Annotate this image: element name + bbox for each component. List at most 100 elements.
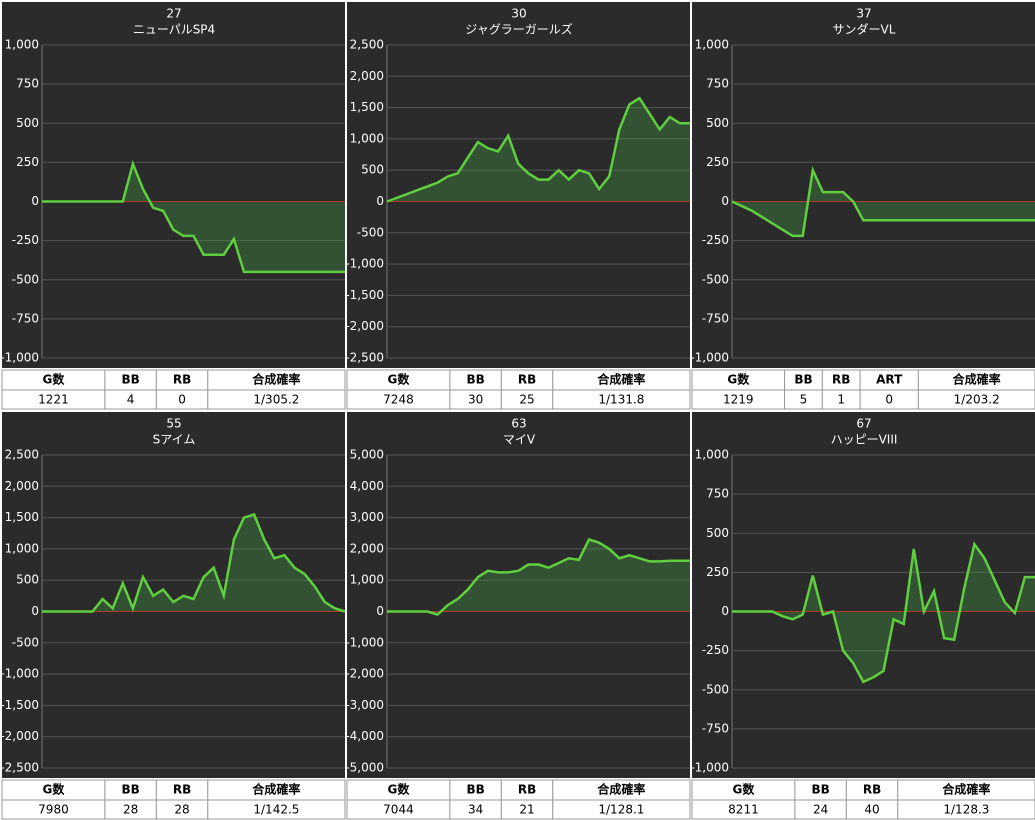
table-cell-box: [207, 389, 346, 410]
table-header: RB: [173, 783, 191, 797]
line: [732, 541, 1035, 684]
machine-name: ジャグラーガールズ: [465, 22, 572, 37]
panel-number: 37: [856, 7, 871, 21]
table-cell: 1/128.3: [943, 803, 989, 817]
table-header: 合成確率: [252, 372, 300, 387]
panel-number: 55: [166, 417, 181, 431]
y-tick-label: 500: [16, 116, 39, 130]
y-tick-label: 2,000: [350, 541, 384, 555]
table-header: G数: [733, 782, 756, 797]
table-header: 合成確率: [953, 372, 1001, 387]
y-tick-label: 250: [706, 565, 729, 579]
table-cell: 25: [519, 393, 534, 407]
y-tick-label: 750: [706, 77, 729, 91]
y-tick-label: -500: [12, 272, 39, 286]
y-tick-label: -2,500: [345, 351, 384, 365]
y-tick-label: 2,500: [350, 38, 384, 52]
y-tick-label: -2,000: [0, 729, 39, 743]
y-tick-label: -1,000: [690, 761, 729, 775]
table-header: RB: [863, 783, 881, 797]
line: [42, 160, 345, 274]
y-tick-label: 1,000: [5, 38, 39, 52]
y-tick-label: 2,000: [350, 69, 384, 83]
y-tick-label: 1,000: [695, 38, 729, 52]
y-tick-label: 0: [31, 604, 39, 618]
y-tick-label: -750: [702, 311, 729, 325]
panel: [347, 412, 690, 778]
y-tick-label: -3,000: [345, 698, 384, 712]
y-tick-label: 0: [376, 604, 384, 618]
y-tick-label: -250: [12, 233, 39, 247]
table-cell: 1/305.2: [253, 393, 299, 407]
table-cell: 1221: [38, 393, 69, 407]
table-cell: 0: [178, 393, 186, 407]
table-cell: 1/128.1: [598, 803, 644, 817]
table-header: BB: [121, 373, 139, 387]
y-tick-label: -1,000: [345, 635, 384, 649]
area: [387, 98, 690, 202]
table-header: RB: [832, 373, 850, 387]
line: [731, 165, 1035, 238]
y-tick-label: 250: [16, 155, 39, 169]
y-tick-label: 1,500: [350, 100, 384, 114]
table-cell: 1/142.5: [253, 803, 299, 817]
panel: [692, 412, 1035, 778]
table-header: G数: [727, 372, 750, 387]
y-tick-label: -750: [702, 721, 729, 735]
table-header: G数: [43, 782, 66, 797]
y-tick-label: -2,500: [0, 761, 39, 775]
y-tick-label: 1,000: [5, 541, 39, 555]
panel: [2, 2, 345, 368]
y-tick-label: 500: [706, 116, 729, 130]
panel: [2, 412, 345, 778]
y-tick-label: -500: [12, 635, 39, 649]
panel-number: 30: [511, 7, 526, 21]
panel: [692, 2, 1035, 368]
y-tick-label: 750: [16, 77, 39, 91]
y-tick-label: 2,000: [5, 479, 39, 493]
table-header: G数: [388, 782, 411, 797]
panel-number: 63: [511, 417, 526, 431]
table-header: RB: [173, 373, 191, 387]
table-cell: 8211: [728, 803, 759, 817]
table-cell: 1/131.8: [598, 393, 644, 407]
table-cell-box: [207, 799, 346, 820]
line: [387, 538, 690, 617]
y-tick-label: -500: [702, 272, 729, 286]
y-tick-label: 5,000: [350, 448, 384, 462]
y-tick-label: 750: [706, 487, 729, 501]
table-cell: 1219: [723, 393, 754, 407]
y-tick-label: 2,500: [5, 448, 39, 462]
y-tick-label: 250: [706, 155, 729, 169]
table-header: BB: [811, 783, 829, 797]
y-tick-label: -1,000: [345, 257, 384, 271]
area: [42, 163, 345, 272]
table-cell-box: [552, 799, 691, 820]
y-tick-label: -2,000: [345, 667, 384, 681]
y-tick-label: -1,500: [345, 288, 384, 302]
machine-name: ニューパルSP4: [133, 23, 215, 37]
y-tick-label: 1,000: [350, 573, 384, 587]
table-header: BB: [121, 783, 139, 797]
table-header: RB: [518, 373, 536, 387]
table-header: 合成確率: [597, 372, 645, 387]
machine-name: ハッピーVIII: [831, 433, 898, 447]
table-cell: 0: [885, 393, 893, 407]
table-cell-box: [552, 389, 691, 410]
table-cell: 7248: [383, 393, 414, 407]
table-header: 合成確率: [597, 782, 645, 797]
table-header: 合成確率: [942, 782, 990, 797]
table-header: ART: [876, 373, 903, 387]
area: [42, 514, 345, 612]
y-tick-label: 4,000: [350, 479, 384, 493]
y-tick-label: -250: [702, 233, 729, 247]
y-tick-label: 0: [721, 194, 729, 208]
table-cell: 28: [123, 803, 138, 817]
y-tick-label: 3,000: [350, 510, 384, 524]
y-tick-label: 500: [706, 526, 729, 540]
machine-name: Sアイム: [153, 433, 196, 447]
table-cell-box: [917, 389, 1035, 410]
y-tick-label: -1,500: [0, 698, 39, 712]
table-cell: 7044: [383, 803, 414, 817]
